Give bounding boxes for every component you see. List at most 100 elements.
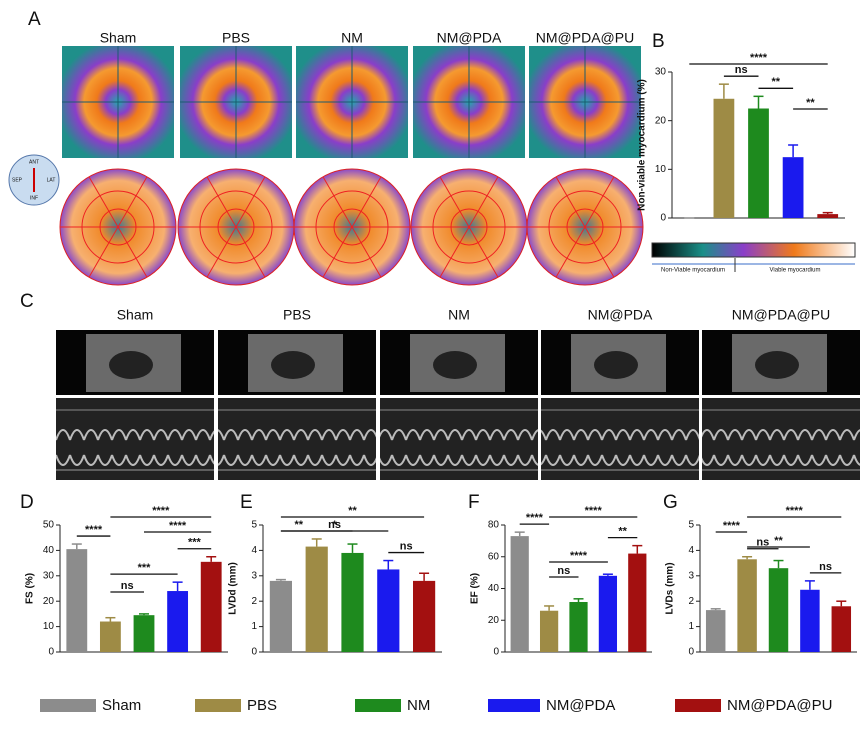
y-tick-label: 2 [688,596,694,607]
legend-label: PBS [247,697,277,714]
y-tick-label: 3 [688,570,694,581]
y-axis-label: LVDd (mm) [228,562,239,615]
bullseye-spoke [584,176,615,228]
y-axis-label: EF (%) [470,573,481,604]
y-tick-label: 20 [488,615,500,626]
bullseye-spoke [235,176,266,228]
bar [66,549,88,652]
bar [269,580,292,652]
significance-label: **** [585,505,603,517]
bullseye-spoke [584,226,615,278]
bullseye-spoke [322,176,353,228]
panel-label: F [468,492,480,513]
mmode-image [702,398,860,480]
bullseye-spoke [468,176,499,228]
column-header: PBS [283,307,311,323]
y-tick-label: 5 [688,520,694,531]
bar [748,108,769,218]
legend-swatch [195,699,241,712]
legend-swatch [40,699,96,712]
column-header: PBS [222,30,250,46]
significance-label: ** [348,505,357,517]
y-tick-label: 4 [251,545,257,556]
y-tick-label: 40 [43,545,55,556]
y-tick-label: 0 [251,647,257,658]
y-tick-label: 3 [251,570,257,581]
y-tick-label: 1 [251,621,257,632]
bullseye-spoke [117,226,148,278]
significance-label: ns [735,64,748,76]
bar [341,552,364,652]
bullseye-spoke [88,176,119,228]
significance-label: ** [806,97,815,109]
significance-label: * [332,519,337,531]
mmode-image [56,398,214,480]
significance-label: *** [138,562,152,574]
column-header: NM@PDA@PU [536,30,634,46]
y-tick-label: 60 [488,551,500,562]
y-tick-label: 4 [688,545,694,556]
bar [99,621,121,652]
legend-swatch [355,699,401,712]
bar [305,546,328,652]
y-tick-label: 40 [488,583,500,594]
echo-cavity [594,351,638,379]
compass-label: ANT [29,159,39,165]
column-header: NM@PDA [437,30,502,46]
bar [705,610,726,652]
significance-label: **** [570,550,588,562]
y-tick-label: 5 [251,520,257,531]
bar [800,589,820,652]
significance-label: **** [723,520,741,532]
bar [831,606,852,652]
y-tick-label: 1 [688,621,694,632]
significance-label: **** [786,505,804,517]
bar [133,615,155,652]
panel-label: G [663,492,678,513]
bullseye-spoke [322,226,353,278]
bar [167,591,189,652]
legend-label: NM@PDA [546,697,615,714]
compass-label: SEP [12,177,23,183]
y-tick-label: 20 [655,115,667,126]
y-tick-label: 30 [43,570,55,581]
significance-label: ns [121,580,134,592]
significance-label: **** [750,52,768,64]
significance-label: ** [772,76,781,88]
echo-cavity [271,351,315,379]
significance-label: ** [774,535,783,547]
bar [628,553,647,652]
significance-label: ** [618,526,627,538]
bullseye-spoke [555,176,586,228]
y-axis-label: Non-viable myocardium (%) [637,79,648,211]
bar [539,610,559,652]
bar [737,559,757,652]
column-header: NM@PDA [588,307,653,323]
y-tick-label: 0 [48,647,54,658]
bar [768,568,789,652]
bar [569,601,588,652]
y-tick-label: 2 [251,596,257,607]
y-tick-label: 50 [43,520,55,531]
bar [713,98,735,218]
echo-cavity [433,351,477,379]
bar [598,575,618,652]
colorbar [651,242,856,258]
bar [782,157,804,218]
legend-label: Sham [102,697,141,714]
bar [413,580,436,652]
significance-label: ns [557,565,570,577]
significance-label: *** [188,537,202,549]
bullseye-spoke [351,176,382,228]
bullseye-spoke [88,226,119,278]
echo-cavity [109,351,153,379]
mmode-image [541,398,699,480]
y-axis-label: FS (%) [25,573,36,604]
y-tick-label: 20 [43,596,55,607]
bar [377,569,400,652]
echo-cavity [755,351,799,379]
y-tick-label: 0 [660,213,666,224]
colorbar-label: Viable myocardium [770,268,821,274]
legend-label: NM@PDA@PU [727,697,832,714]
